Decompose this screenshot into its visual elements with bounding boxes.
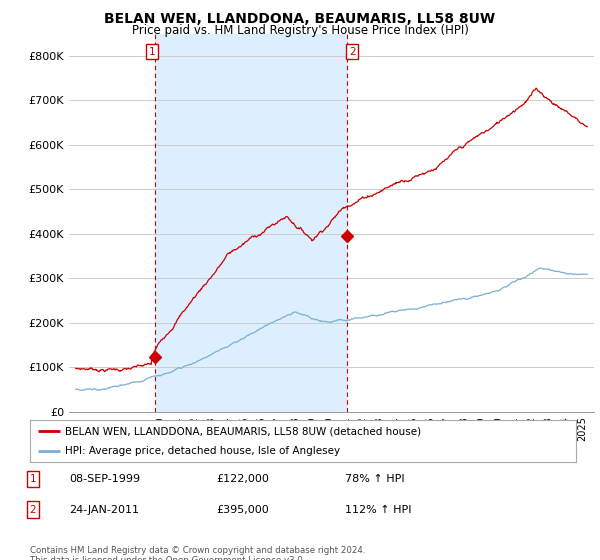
Text: BELAN WEN, LLANDDONA, BEAUMARIS, LL58 8UW (detached house): BELAN WEN, LLANDDONA, BEAUMARIS, LL58 8U…: [65, 426, 422, 436]
Text: 08-SEP-1999: 08-SEP-1999: [69, 474, 140, 484]
Bar: [155, 34, 347, 412]
Text: Contains HM Land Registry data © Crown copyright and database right 2024.
This d: Contains HM Land Registry data © Crown c…: [30, 546, 365, 560]
Text: 1: 1: [29, 474, 37, 484]
Text: 112% ↑ HPI: 112% ↑ HPI: [345, 505, 412, 515]
Text: 2: 2: [349, 47, 355, 57]
Text: 2: 2: [29, 505, 37, 515]
Text: £122,000: £122,000: [216, 474, 269, 484]
Text: 1: 1: [149, 47, 156, 57]
Text: 78% ↑ HPI: 78% ↑ HPI: [345, 474, 404, 484]
Text: 24-JAN-2011: 24-JAN-2011: [69, 505, 139, 515]
Text: £395,000: £395,000: [216, 505, 269, 515]
Text: Price paid vs. HM Land Registry's House Price Index (HPI): Price paid vs. HM Land Registry's House …: [131, 24, 469, 36]
Text: HPI: Average price, detached house, Isle of Anglesey: HPI: Average price, detached house, Isle…: [65, 446, 341, 456]
Text: BELAN WEN, LLANDDONA, BEAUMARIS, LL58 8UW: BELAN WEN, LLANDDONA, BEAUMARIS, LL58 8U…: [104, 12, 496, 26]
